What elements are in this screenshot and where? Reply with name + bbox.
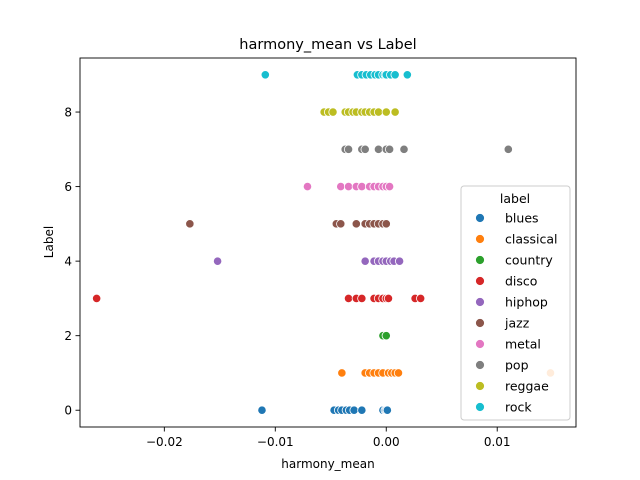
data-point — [357, 405, 367, 415]
legend-label: disco — [505, 273, 537, 288]
x-tick-label: 0.01 — [484, 435, 511, 449]
legend-items: blues classical country disco hiphop jazz meta… — [475, 210, 558, 414]
data-point — [381, 107, 391, 117]
data-point — [382, 405, 392, 415]
y-axis: 0 2 4 6 8 — [64, 105, 80, 418]
legend-item-classical: classical — [475, 231, 558, 246]
data-point — [336, 219, 346, 229]
x-tick-label: −0.02 — [146, 435, 183, 449]
legend-marker — [475, 234, 485, 244]
data-point — [343, 144, 354, 154]
data-point — [302, 181, 313, 192]
legend-box — [460, 185, 571, 421]
y-tick-label: 6 — [64, 180, 72, 194]
chart-title: harmony_mean vs Label — [239, 37, 416, 53]
legend-label: jazz — [504, 315, 530, 330]
legend-item-metal: metal — [475, 336, 541, 351]
data-point — [399, 144, 409, 154]
legend-label: classical — [505, 231, 558, 246]
series-jazz — [185, 219, 391, 229]
data-point — [92, 293, 102, 304]
x-axis-label: harmony_mean — [281, 457, 374, 471]
legend-marker — [475, 276, 485, 286]
data-point — [381, 219, 391, 229]
x-axis: −0.02 −0.01 0.00 0.01 — [146, 427, 511, 449]
legend-marker — [475, 213, 485, 223]
data-point — [357, 181, 367, 192]
data-point — [349, 405, 359, 415]
legend: label blues classical country disco hiphop ja… — [460, 185, 571, 421]
data-point — [373, 144, 384, 154]
legend-label: country — [505, 252, 553, 267]
data-point — [373, 107, 384, 117]
series-country — [378, 331, 391, 341]
y-tick-label: 2 — [64, 329, 72, 343]
data-point — [402, 70, 412, 80]
data-point — [503, 144, 513, 154]
data-point — [357, 293, 367, 304]
data-point — [337, 368, 347, 378]
legend-item-jazz: jazz — [475, 315, 530, 330]
legend-label: hiphop — [505, 294, 548, 309]
legend-title: label — [500, 191, 530, 206]
data-point — [351, 219, 361, 229]
legend-marker — [475, 381, 485, 391]
series-hiphop — [212, 256, 405, 266]
legend-label: reggae — [505, 378, 549, 393]
legend-marker — [475, 360, 485, 370]
series-pop — [340, 144, 513, 154]
legend-item-blues: blues — [475, 210, 539, 225]
data-point — [257, 405, 267, 415]
legend-item-country: country — [475, 252, 553, 267]
legend-marker — [475, 297, 485, 307]
series-blues — [257, 405, 392, 415]
data-point — [328, 107, 338, 117]
data-point — [416, 293, 426, 304]
data-point — [393, 368, 404, 378]
series-metal — [302, 181, 395, 192]
y-tick-label: 8 — [64, 105, 72, 119]
y-axis-label: Label — [42, 226, 56, 258]
legend-label: metal — [505, 336, 541, 351]
y-tick-label: 0 — [64, 404, 72, 418]
data-point — [384, 181, 395, 192]
data-point — [343, 181, 354, 192]
data-point — [336, 181, 346, 192]
legend-marker — [475, 255, 485, 265]
data-point — [185, 219, 195, 229]
legend-label: pop — [505, 357, 529, 372]
legend-item-pop: pop — [475, 357, 529, 372]
data-point — [360, 144, 370, 154]
data-point — [390, 107, 400, 117]
legend-marker — [475, 339, 485, 349]
series-rock — [260, 70, 412, 80]
legend-item-rock: rock — [475, 399, 532, 414]
data-point — [343, 293, 354, 304]
data-point — [260, 70, 270, 80]
legend-label: blues — [505, 210, 539, 225]
data-point — [394, 256, 405, 266]
data-point — [212, 256, 223, 266]
legend-marker — [475, 402, 485, 412]
y-tick-label: 4 — [64, 254, 72, 268]
legend-marker — [475, 318, 485, 328]
data-point — [383, 293, 394, 304]
data-point — [360, 256, 370, 266]
legend-item-disco: disco — [475, 273, 537, 288]
data-point — [390, 70, 400, 80]
x-tick-label: 0.00 — [373, 435, 400, 449]
legend-item-reggae: reggae — [475, 378, 549, 393]
x-tick-label: −0.01 — [257, 435, 294, 449]
data-point — [381, 331, 391, 341]
legend-label: rock — [505, 399, 532, 414]
plot-area-frame — [79, 57, 577, 428]
series-reggae — [319, 107, 400, 117]
legend-item-hiphop: hiphop — [475, 294, 548, 309]
series-disco — [92, 293, 426, 304]
data-point — [384, 144, 395, 154]
points-layer — [92, 70, 556, 415]
